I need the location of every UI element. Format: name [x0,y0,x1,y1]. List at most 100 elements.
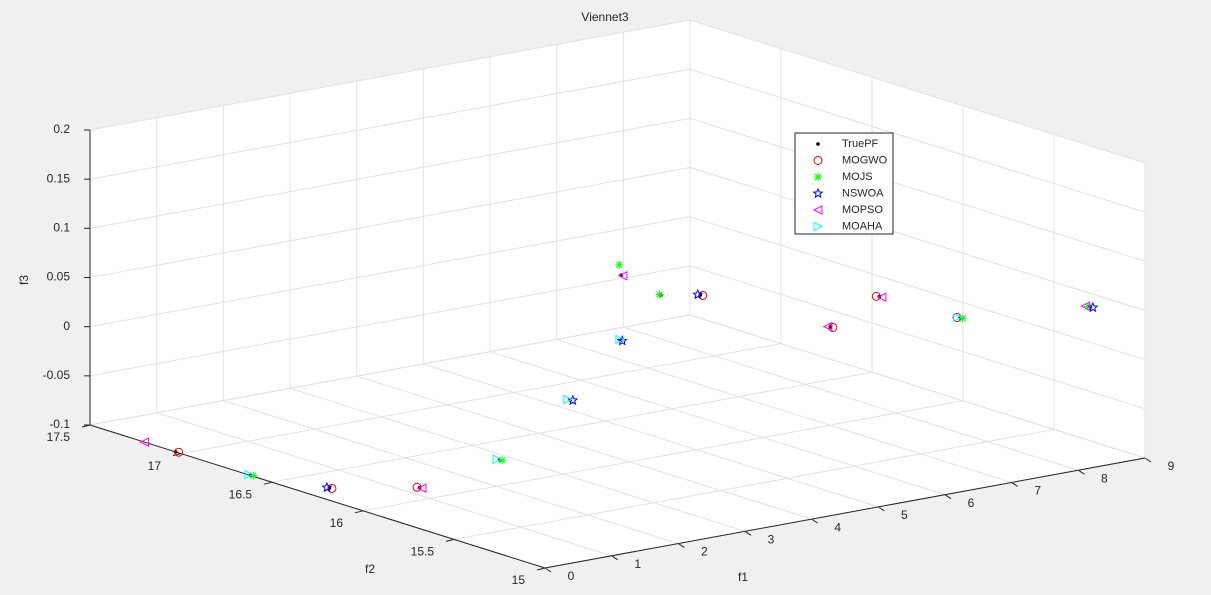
marker [321,481,333,493]
marker [1083,302,1092,311]
marker [617,270,628,281]
circle [412,482,422,492]
marker [828,322,838,332]
marker [698,290,708,300]
x-tick [878,506,885,512]
grid-line [156,412,612,557]
pentagram [321,481,333,493]
y-tick [172,453,182,457]
x-tick-label: 0 [568,569,575,583]
legend-label: MOGWO [842,154,888,166]
marker [958,314,967,323]
grid-line [623,326,1079,471]
marker [327,483,337,493]
pentagram [692,288,704,300]
x-tick [744,530,752,536]
circle [327,483,337,493]
triangle-left [812,205,823,215]
marker [812,187,824,199]
triangle-right [953,312,963,323]
grid-line [689,167,1146,311]
x-tick [544,567,552,573]
marker [1080,301,1090,311]
grid-line [423,363,879,508]
grid-line [89,117,691,229]
triangle-right [492,454,503,465]
y-axis-label: f2 [365,562,375,576]
x-tick [678,543,685,548]
asterisk [1083,302,1092,311]
legend: TruePF MOGWO MOJS NSWOA MOPSO MOAHA [794,132,894,235]
grid-line [489,351,946,496]
grid-line [271,371,873,483]
grid-line [556,338,1012,483]
grid-line [89,68,691,180]
axes-background [90,20,1145,568]
z-tick-label: 0.1 [53,221,70,235]
y-tick [263,481,273,485]
asterisk [958,314,967,323]
asterisk [814,173,822,181]
z-tick-label: 0 [63,319,70,333]
marker [953,312,963,323]
grid-line [689,68,1146,213]
y-tick [536,567,546,571]
y-axis [89,424,546,569]
z-tick-label: -0.1 [49,417,70,431]
x-tick [1144,457,1152,463]
marker [174,447,184,457]
z-axis-label: f3 [17,275,31,285]
grid-line [89,265,691,377]
x-tick-label: 9 [1168,459,1175,473]
pentagram [812,187,824,199]
marker [876,292,887,302]
triangle-right [813,221,824,232]
marker [615,334,626,345]
grid-line [356,375,812,520]
y-tick-label: 16 [330,516,344,530]
x-tick-label: 2 [701,545,708,559]
marker [816,142,820,146]
grid-line [689,265,1146,410]
x-tick-label: 7 [1034,484,1041,498]
triangle-left [822,321,833,332]
grid-line [89,19,691,131]
marker [492,454,503,465]
x-tick [944,494,952,500]
marker [616,335,628,346]
legend-box [794,132,894,235]
marker [244,469,255,480]
circle [813,156,823,165]
z-tick-label: -0.05 [43,368,71,382]
legend-label: MOJS [842,171,873,183]
marker [813,156,823,165]
marker [655,290,664,299]
marker [692,288,704,300]
triangle-right [615,334,626,345]
marker [416,483,427,494]
y-tick-label: 15 [512,573,526,587]
grid-line [180,343,782,455]
triangle-right [563,394,573,405]
pentagram [616,335,628,346]
circle [828,322,838,332]
dot [816,142,820,146]
grid-line [223,400,679,545]
legend-label: MOPSO [842,204,883,216]
x-tick-label: 3 [768,533,775,547]
x-tick [811,518,818,524]
asterisk [615,260,624,269]
x-tick [611,555,618,561]
marker [563,394,573,405]
triangle-left [876,292,887,302]
marker [822,321,833,332]
marker [812,205,823,215]
x-tick-label: 1 [634,557,641,571]
legend-label: NSWOA [842,187,884,199]
grid-line [453,428,1055,540]
pentagram [567,394,579,406]
chart-title: Viennet3 [581,10,628,24]
x-axis-label: f1 [738,570,748,584]
z-tick-label: 0.2 [53,122,70,136]
triangle-left [139,437,150,447]
